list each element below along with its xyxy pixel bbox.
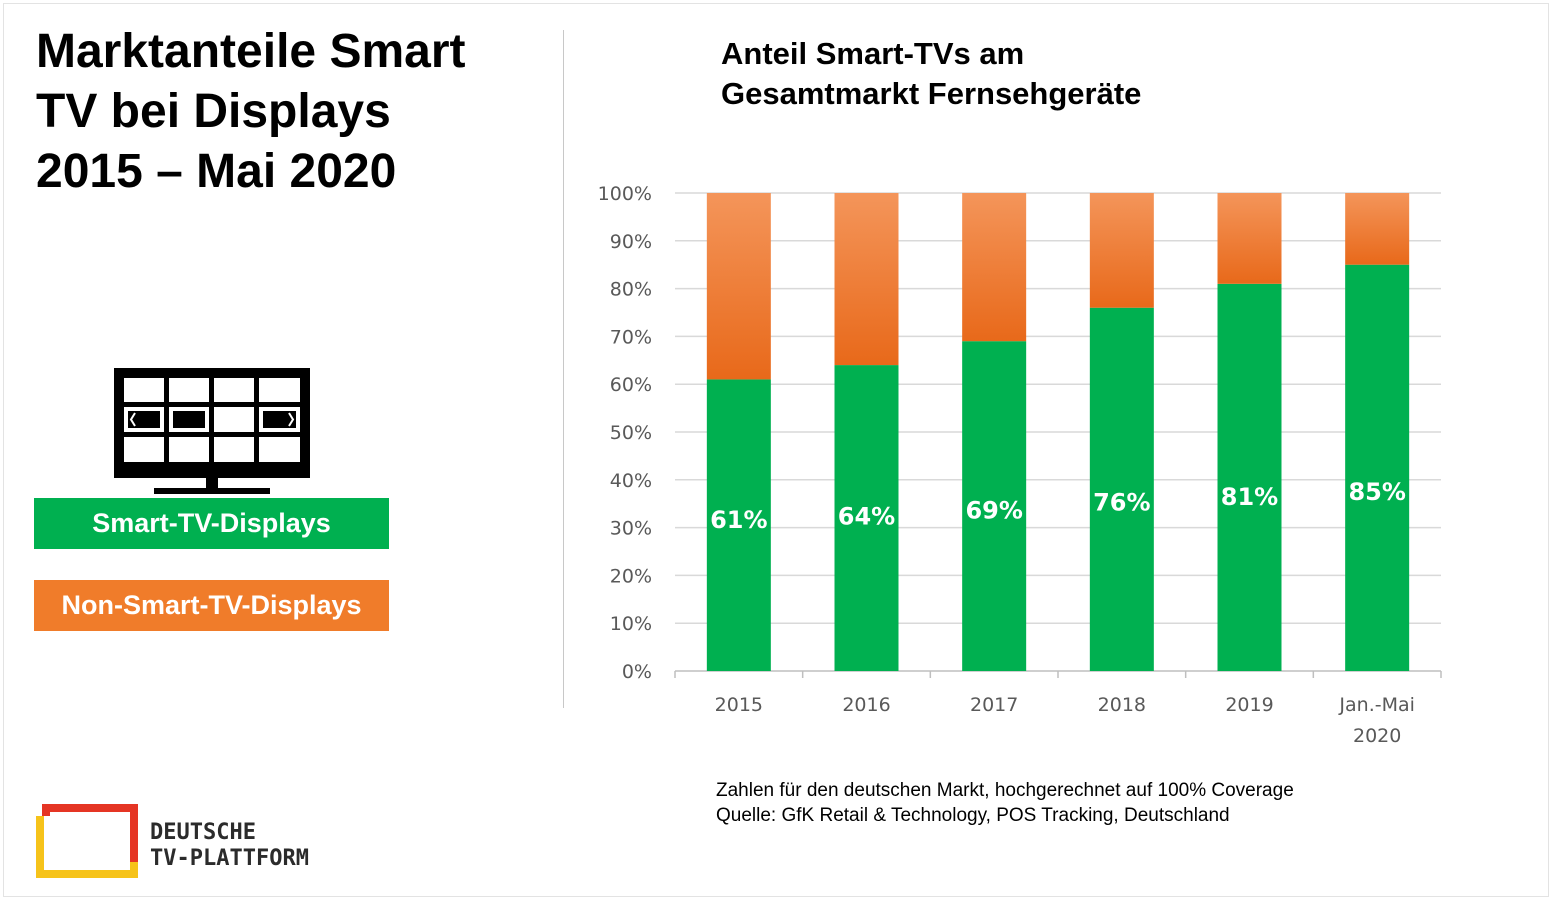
bar-non-smart-tv — [834, 193, 899, 366]
smart-tv-icon — [114, 368, 310, 494]
logo-line-1: DEUTSCHE — [150, 820, 256, 845]
slide-frame — [3, 3, 1549, 897]
bar-non-smart-tv — [1345, 193, 1410, 265]
bar-smart-tv — [1089, 307, 1154, 671]
footnote-line-2: Quelle: GfK Retail & Technology, POS Tra… — [716, 805, 1230, 826]
x-tick-label: 2016 — [842, 694, 890, 716]
bar-smart-tv — [1345, 264, 1410, 671]
legend-smart-tv-label: Smart-TV-Displays — [92, 508, 331, 538]
y-tick-label: 40% — [610, 470, 652, 492]
legend-non-smart-tv-label: Non-Smart-TV-Displays — [61, 590, 362, 620]
x-tick-label: 2015 — [715, 694, 763, 716]
y-tick-label: 20% — [610, 565, 652, 587]
chart-title: Anteil Smart-TVs am Gesamtmarkt Fernsehg… — [721, 36, 1142, 111]
tv-frame-logo-icon — [36, 804, 138, 878]
y-tick-label: 90% — [610, 231, 652, 253]
data-label: 85% — [1348, 478, 1405, 506]
y-tick-label: 0% — [622, 661, 652, 683]
bar-non-smart-tv — [706, 193, 771, 380]
bar-smart-tv — [834, 365, 899, 671]
x-tick-label: 2017 — [970, 694, 1018, 716]
legend-smart-tv: Smart-TV-Displays — [34, 498, 389, 549]
bar-smart-tv — [706, 379, 771, 671]
data-label: 81% — [1221, 483, 1278, 511]
bar-non-smart-tv — [962, 193, 1027, 342]
y-tick-label: 70% — [610, 326, 652, 348]
vertical-divider — [563, 30, 564, 708]
y-tick-label: 10% — [610, 613, 652, 635]
legend-non-smart-tv: Non-Smart-TV-Displays — [34, 580, 389, 631]
data-label: 61% — [710, 506, 767, 534]
data-label: 69% — [965, 497, 1022, 525]
bar-smart-tv — [962, 341, 1027, 671]
y-tick-label: 30% — [610, 518, 652, 540]
bar-non-smart-tv — [1217, 193, 1282, 284]
bar-non-smart-tv — [1089, 193, 1154, 308]
data-label: 76% — [1093, 489, 1150, 517]
y-tick-label: 100% — [598, 183, 652, 205]
page-title: Marktanteile Smart TV bei Displays 2015 … — [36, 25, 466, 198]
bar-smart-tv — [1217, 283, 1282, 671]
data-label: 64% — [838, 502, 895, 530]
y-tick-label: 50% — [610, 422, 652, 444]
x-tick-label: Jan.-Mai 2020 — [1338, 694, 1415, 747]
y-tick-label: 60% — [610, 374, 652, 396]
x-tick-label: 2019 — [1225, 694, 1273, 716]
logo-wordmark: DEUTSCHE TV-PLATTFORM — [150, 820, 309, 872]
logo-line-2: TV-PLATTFORM — [150, 846, 309, 871]
x-tick-label: 2018 — [1098, 694, 1146, 716]
footnote-line-1: Zahlen für den deutschen Markt, hochgere… — [716, 780, 1294, 801]
footnote: Zahlen für den deutschen Markt, hochgere… — [716, 778, 1294, 828]
y-tick-label: 80% — [610, 279, 652, 301]
